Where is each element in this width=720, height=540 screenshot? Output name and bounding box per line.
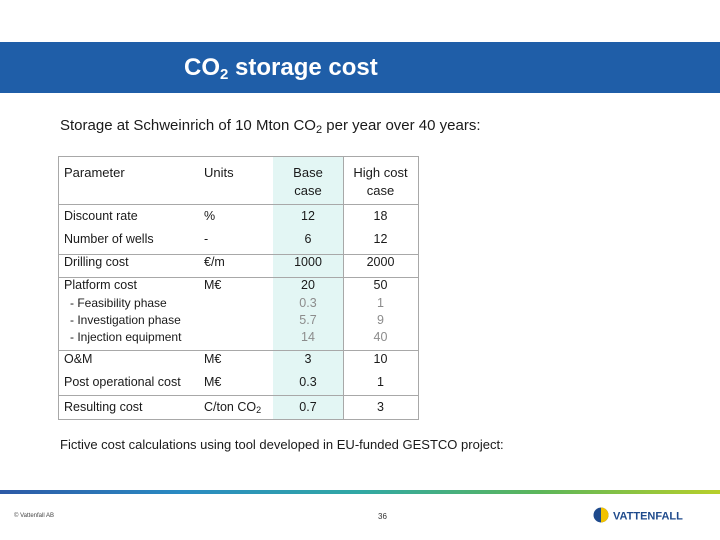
table-cell-high: 3 — [377, 400, 384, 414]
copyright-text: © Vattenfall AB — [14, 513, 54, 519]
header-high-cost-case: High cost case — [353, 165, 408, 198]
table-cell-base: 14 — [301, 330, 315, 344]
slide-subtitle: Storage at Schweinrich of 10 Mton CO2 pe… — [60, 117, 481, 136]
header-units: Units — [204, 165, 234, 180]
table-divider — [58, 350, 418, 351]
table-cell-parameter: Discount rate — [64, 209, 138, 223]
table-cell-high: 1 — [377, 296, 384, 310]
table-cell-base: 6 — [304, 232, 312, 246]
table-cell-units: €/m — [204, 255, 225, 269]
table-cell-base: 0.7 — [299, 400, 317, 414]
table-cell-units: M€ — [204, 278, 222, 292]
table-cell-units: M€ — [204, 352, 222, 366]
table-cell-parameter: O&M — [64, 352, 93, 366]
header-base-case: Base case — [293, 165, 323, 198]
table-cell-parameter: Resulting cost — [64, 400, 143, 414]
table-cell-base: 20 — [301, 278, 315, 292]
table-cell-high: 2000 — [366, 255, 395, 269]
table-cell-subitem: - Injection equipment — [70, 330, 182, 344]
table-cell-high: 9 — [377, 313, 384, 327]
table-cell-subitem: - Feasibility phase — [70, 296, 167, 310]
table-divider — [343, 156, 344, 419]
table-cell-parameter: Post operational cost — [64, 375, 181, 389]
title-bar: CO2 storage cost — [0, 42, 720, 93]
table-divider — [58, 254, 418, 255]
footnote: Fictive cost calculations using tool dev… — [60, 437, 504, 452]
logo-half-icon — [601, 507, 609, 523]
table-cell-parameter: Drilling cost — [64, 255, 129, 269]
table-cell-parameter: Platform cost — [64, 278, 137, 292]
table-cell-base: 3 — [304, 352, 312, 366]
logo-text: VATTENFALL — [613, 511, 683, 523]
table-cell-units: M€ — [204, 375, 222, 389]
table-cell-parameter: Number of wells — [64, 232, 154, 246]
table-cell-units: C/ton CO2 — [204, 400, 262, 415]
table-cell-high: 1 — [377, 375, 384, 389]
table-cell-base: 5.7 — [299, 313, 317, 327]
table-cell-units: % — [204, 209, 216, 223]
footer-gradient-line — [0, 490, 720, 494]
table-divider — [58, 204, 418, 205]
table-cell-high: 12 — [373, 232, 388, 246]
base-case-column-shade — [273, 156, 343, 419]
table-border — [58, 156, 419, 420]
table-cell-base: 0.3 — [299, 375, 317, 389]
table-cell-high: 40 — [373, 330, 388, 344]
table-cell-high: 10 — [373, 352, 388, 366]
table-cell-high: 18 — [373, 209, 388, 223]
table-cell-high: 50 — [373, 278, 388, 292]
header-parameter: Parameter — [64, 165, 125, 180]
table-cell-base: 0.3 — [299, 296, 317, 310]
vattenfall-logo: VATTENFALL — [593, 507, 683, 523]
table-cell-subitem: - Investigation phase — [70, 313, 181, 327]
table-cell-base: 12 — [301, 209, 315, 223]
table-cell-base: 1000 — [294, 255, 322, 269]
slide-title: CO2 storage cost — [184, 54, 378, 83]
cost-table: Parameter Units Base case High cost case D… — [58, 156, 419, 420]
table-cell-units: - — [204, 232, 209, 246]
table-divider — [58, 395, 418, 396]
table-divider — [58, 277, 418, 278]
page-number: 36 — [378, 512, 387, 521]
